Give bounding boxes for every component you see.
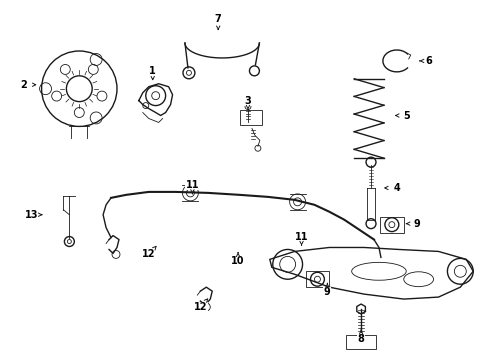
- Text: 11: 11: [186, 180, 199, 190]
- Text: 11: 11: [295, 231, 308, 242]
- Text: 9: 9: [413, 219, 420, 229]
- Text: 1: 1: [149, 66, 156, 76]
- Text: 3: 3: [245, 96, 251, 105]
- Text: 2: 2: [21, 80, 27, 90]
- Bar: [240, 109, 262, 125]
- Bar: [306, 271, 329, 287]
- Text: 8: 8: [358, 334, 365, 344]
- Text: 10: 10: [231, 256, 245, 266]
- Bar: [380, 217, 404, 233]
- Text: 12: 12: [194, 302, 207, 312]
- Text: 6: 6: [425, 56, 432, 66]
- Text: 13: 13: [25, 210, 38, 220]
- Text: 4: 4: [393, 183, 400, 193]
- Bar: [346, 335, 376, 349]
- Text: 7: 7: [215, 14, 221, 24]
- Text: 12: 12: [142, 249, 155, 260]
- Text: 9: 9: [324, 287, 331, 297]
- Text: 5: 5: [403, 111, 410, 121]
